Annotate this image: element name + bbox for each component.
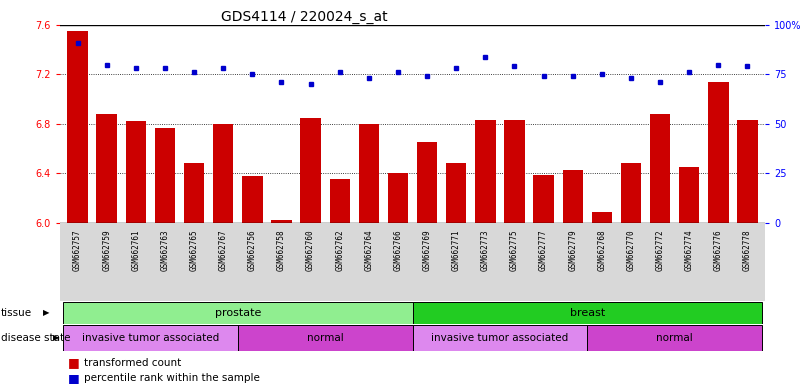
Text: GSM662765: GSM662765 bbox=[190, 229, 199, 271]
Bar bbox=[242, 176, 263, 223]
Text: GSM662762: GSM662762 bbox=[335, 229, 344, 271]
Text: prostate: prostate bbox=[215, 308, 261, 318]
Text: breast: breast bbox=[570, 308, 605, 318]
Text: ▶: ▶ bbox=[53, 333, 59, 343]
Bar bbox=[708, 82, 729, 223]
Text: GSM662774: GSM662774 bbox=[685, 229, 694, 271]
Text: normal: normal bbox=[307, 333, 344, 343]
Bar bbox=[446, 164, 466, 223]
Text: GSM662764: GSM662764 bbox=[364, 229, 373, 271]
Text: invasive tumor associated: invasive tumor associated bbox=[431, 333, 569, 343]
Text: GSM662769: GSM662769 bbox=[423, 229, 432, 271]
Text: percentile rank within the sample: percentile rank within the sample bbox=[84, 373, 260, 383]
Bar bbox=[592, 212, 612, 223]
Text: ■: ■ bbox=[68, 356, 80, 369]
Text: invasive tumor associated: invasive tumor associated bbox=[82, 333, 219, 343]
Text: GSM662761: GSM662761 bbox=[131, 229, 140, 271]
Text: transformed count: transformed count bbox=[84, 358, 181, 368]
Text: GSM662771: GSM662771 bbox=[452, 229, 461, 271]
Text: ■: ■ bbox=[68, 372, 80, 384]
Text: GSM662757: GSM662757 bbox=[73, 229, 82, 271]
Bar bbox=[505, 120, 525, 223]
Text: GSM662767: GSM662767 bbox=[219, 229, 227, 271]
Bar bbox=[587, 325, 762, 351]
Bar bbox=[413, 325, 587, 351]
Bar bbox=[388, 173, 409, 223]
Text: GSM662766: GSM662766 bbox=[393, 229, 402, 271]
Text: GSM662763: GSM662763 bbox=[160, 229, 170, 271]
Bar bbox=[650, 114, 670, 223]
Text: ▶: ▶ bbox=[43, 308, 50, 318]
Text: GSM662779: GSM662779 bbox=[568, 229, 578, 271]
Text: GSM662772: GSM662772 bbox=[655, 229, 665, 271]
Text: tissue: tissue bbox=[1, 308, 32, 318]
Bar bbox=[155, 127, 175, 223]
Bar bbox=[300, 118, 320, 223]
Bar bbox=[679, 167, 699, 223]
Text: GSM662768: GSM662768 bbox=[598, 229, 606, 271]
Text: GSM662773: GSM662773 bbox=[481, 229, 490, 271]
Bar bbox=[417, 142, 437, 223]
Text: GSM662776: GSM662776 bbox=[714, 229, 723, 271]
Bar bbox=[272, 220, 292, 223]
Text: GSM662770: GSM662770 bbox=[626, 229, 635, 271]
Bar bbox=[96, 114, 117, 223]
Bar bbox=[533, 174, 553, 223]
Text: GSM662758: GSM662758 bbox=[277, 229, 286, 271]
Text: GDS4114 / 220024_s_at: GDS4114 / 220024_s_at bbox=[221, 10, 388, 23]
Bar bbox=[63, 302, 413, 324]
Text: GSM662759: GSM662759 bbox=[103, 229, 111, 271]
Text: disease state: disease state bbox=[1, 333, 70, 343]
Text: GSM662778: GSM662778 bbox=[743, 229, 752, 271]
Bar bbox=[213, 124, 233, 223]
Bar bbox=[621, 164, 641, 223]
Bar bbox=[238, 325, 413, 351]
Bar bbox=[329, 179, 350, 223]
Bar bbox=[67, 31, 88, 223]
Bar bbox=[413, 302, 762, 324]
Text: GSM662775: GSM662775 bbox=[510, 229, 519, 271]
Text: normal: normal bbox=[656, 333, 693, 343]
Bar bbox=[562, 170, 583, 223]
Bar bbox=[63, 325, 238, 351]
Bar bbox=[475, 120, 496, 223]
Text: GSM662756: GSM662756 bbox=[248, 229, 257, 271]
Bar bbox=[737, 120, 758, 223]
Bar bbox=[184, 164, 204, 223]
Bar bbox=[126, 121, 146, 223]
Text: GSM662777: GSM662777 bbox=[539, 229, 548, 271]
Text: GSM662760: GSM662760 bbox=[306, 229, 315, 271]
Bar bbox=[359, 124, 379, 223]
